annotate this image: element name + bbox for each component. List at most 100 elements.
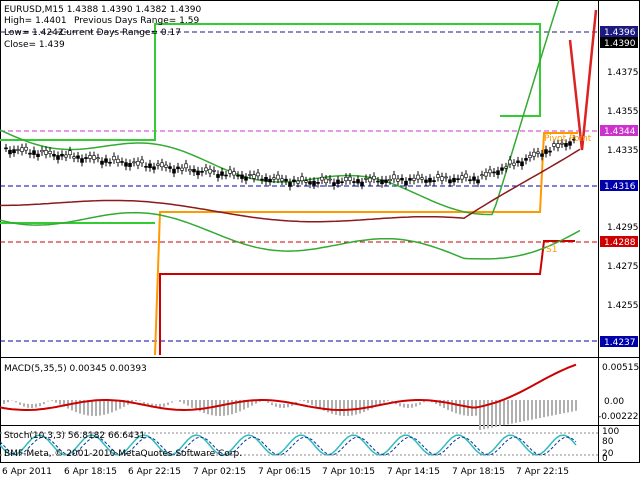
- stoch-tick: 80: [602, 437, 614, 447]
- candle-body: [45, 150, 48, 154]
- macd-bar: [451, 400, 453, 412]
- candle-body: [461, 176, 464, 179]
- macd-bar: [455, 400, 457, 413]
- candle-body: [185, 164, 188, 168]
- candle-body: [325, 179, 328, 183]
- candle-body: [497, 171, 500, 175]
- candle-body: [481, 175, 484, 176]
- candle-body: [233, 172, 236, 175]
- candle-body: [421, 178, 424, 180]
- candle-body: [265, 177, 268, 181]
- macd-bar: [563, 400, 565, 413]
- macd-bar: [407, 404, 409, 408]
- macd-bar: [399, 403, 401, 406]
- candle-body: [225, 175, 228, 176]
- candle-body: [445, 177, 448, 178]
- candle-body: [149, 164, 152, 168]
- candle-body: [357, 179, 360, 183]
- macd-bar: [115, 400, 117, 411]
- candle-body: [545, 150, 548, 154]
- macd-bar: [379, 400, 381, 405]
- macd-bar: [95, 400, 97, 416]
- macd-bar: [99, 400, 101, 416]
- macd-bar: [383, 400, 385, 403]
- candle-body: [433, 181, 436, 182]
- close-label: Close= 1.439: [4, 40, 65, 50]
- macd-bar: [547, 400, 549, 416]
- time-tick: 7 Apr 22:15: [516, 467, 569, 477]
- candle-body: [81, 159, 84, 163]
- macd-bar: [75, 400, 77, 412]
- candle-body: [245, 177, 248, 180]
- macd-bar: [71, 400, 73, 410]
- candle-body: [533, 152, 536, 156]
- candle-body: [65, 155, 68, 157]
- candle-body: [525, 158, 528, 160]
- macd-bar: [367, 400, 369, 410]
- macd-bar: [351, 400, 353, 415]
- candle-body: [377, 181, 380, 182]
- candle-body: [389, 179, 392, 180]
- macd-bar: [103, 400, 105, 415]
- previous-days-range: Previous Days Range= 1.59: [74, 16, 199, 26]
- macd-bar: [139, 401, 141, 402]
- macd-bar: [43, 402, 45, 404]
- candle-body: [293, 180, 296, 182]
- candle-body: [137, 161, 140, 165]
- candle-body: [493, 172, 496, 173]
- price-tick: 1.4295: [607, 223, 639, 233]
- candle-body: [313, 181, 316, 185]
- macd-tick: 0.00515: [602, 363, 639, 373]
- macd-bar: [335, 400, 337, 415]
- macd-tick: 0.00: [604, 397, 624, 407]
- candle-body: [77, 156, 80, 159]
- macd-bar: [167, 403, 169, 406]
- candle-body: [369, 178, 372, 182]
- macd-bar: [171, 401, 173, 402]
- candle-body: [177, 167, 180, 169]
- candle-body: [9, 150, 12, 154]
- candle-body: [161, 163, 164, 167]
- macd-bar: [499, 400, 501, 426]
- candle-body: [365, 178, 368, 179]
- macd-bar: [219, 400, 221, 416]
- macd-bar: [143, 402, 145, 404]
- macd-bar: [519, 400, 521, 422]
- candle-body: [133, 162, 136, 163]
- candle-body: [153, 167, 156, 170]
- macd-bar: [495, 400, 497, 427]
- time-tick: 6 Apr 22:15: [128, 467, 181, 477]
- candle-body: [453, 178, 456, 182]
- main-panel-frame: [1, 1, 640, 358]
- candle-body: [57, 155, 60, 159]
- candle-body: [73, 157, 76, 158]
- candle-body: [29, 153, 32, 154]
- candle-body: [97, 158, 100, 159]
- macd-bar: [195, 400, 197, 410]
- candle-body: [129, 163, 132, 166]
- candle-body: [69, 151, 72, 155]
- candle-body: [269, 179, 272, 182]
- price-tick: 1.4335: [607, 146, 639, 156]
- candle-body: [257, 173, 260, 176]
- candle-body: [329, 179, 332, 180]
- candle-body: [37, 154, 40, 157]
- candle-body: [321, 177, 324, 180]
- candle-body: [513, 163, 516, 165]
- candle-body: [237, 175, 240, 176]
- candle-body: [181, 168, 184, 170]
- high-label: High= 1.4401: [4, 16, 67, 26]
- macd-bar: [551, 400, 553, 416]
- candle-body: [553, 144, 556, 147]
- candle-body: [89, 156, 92, 159]
- candle-body: [517, 161, 520, 163]
- candle-body: [53, 154, 56, 156]
- macd-bar: [331, 400, 333, 414]
- candle-body: [305, 181, 308, 183]
- macd-bar: [287, 404, 289, 408]
- macd-title: MACD(5,35,5) 0.00345 0.00393: [4, 364, 147, 374]
- candle-body: [229, 170, 232, 173]
- macd-bar: [527, 400, 529, 420]
